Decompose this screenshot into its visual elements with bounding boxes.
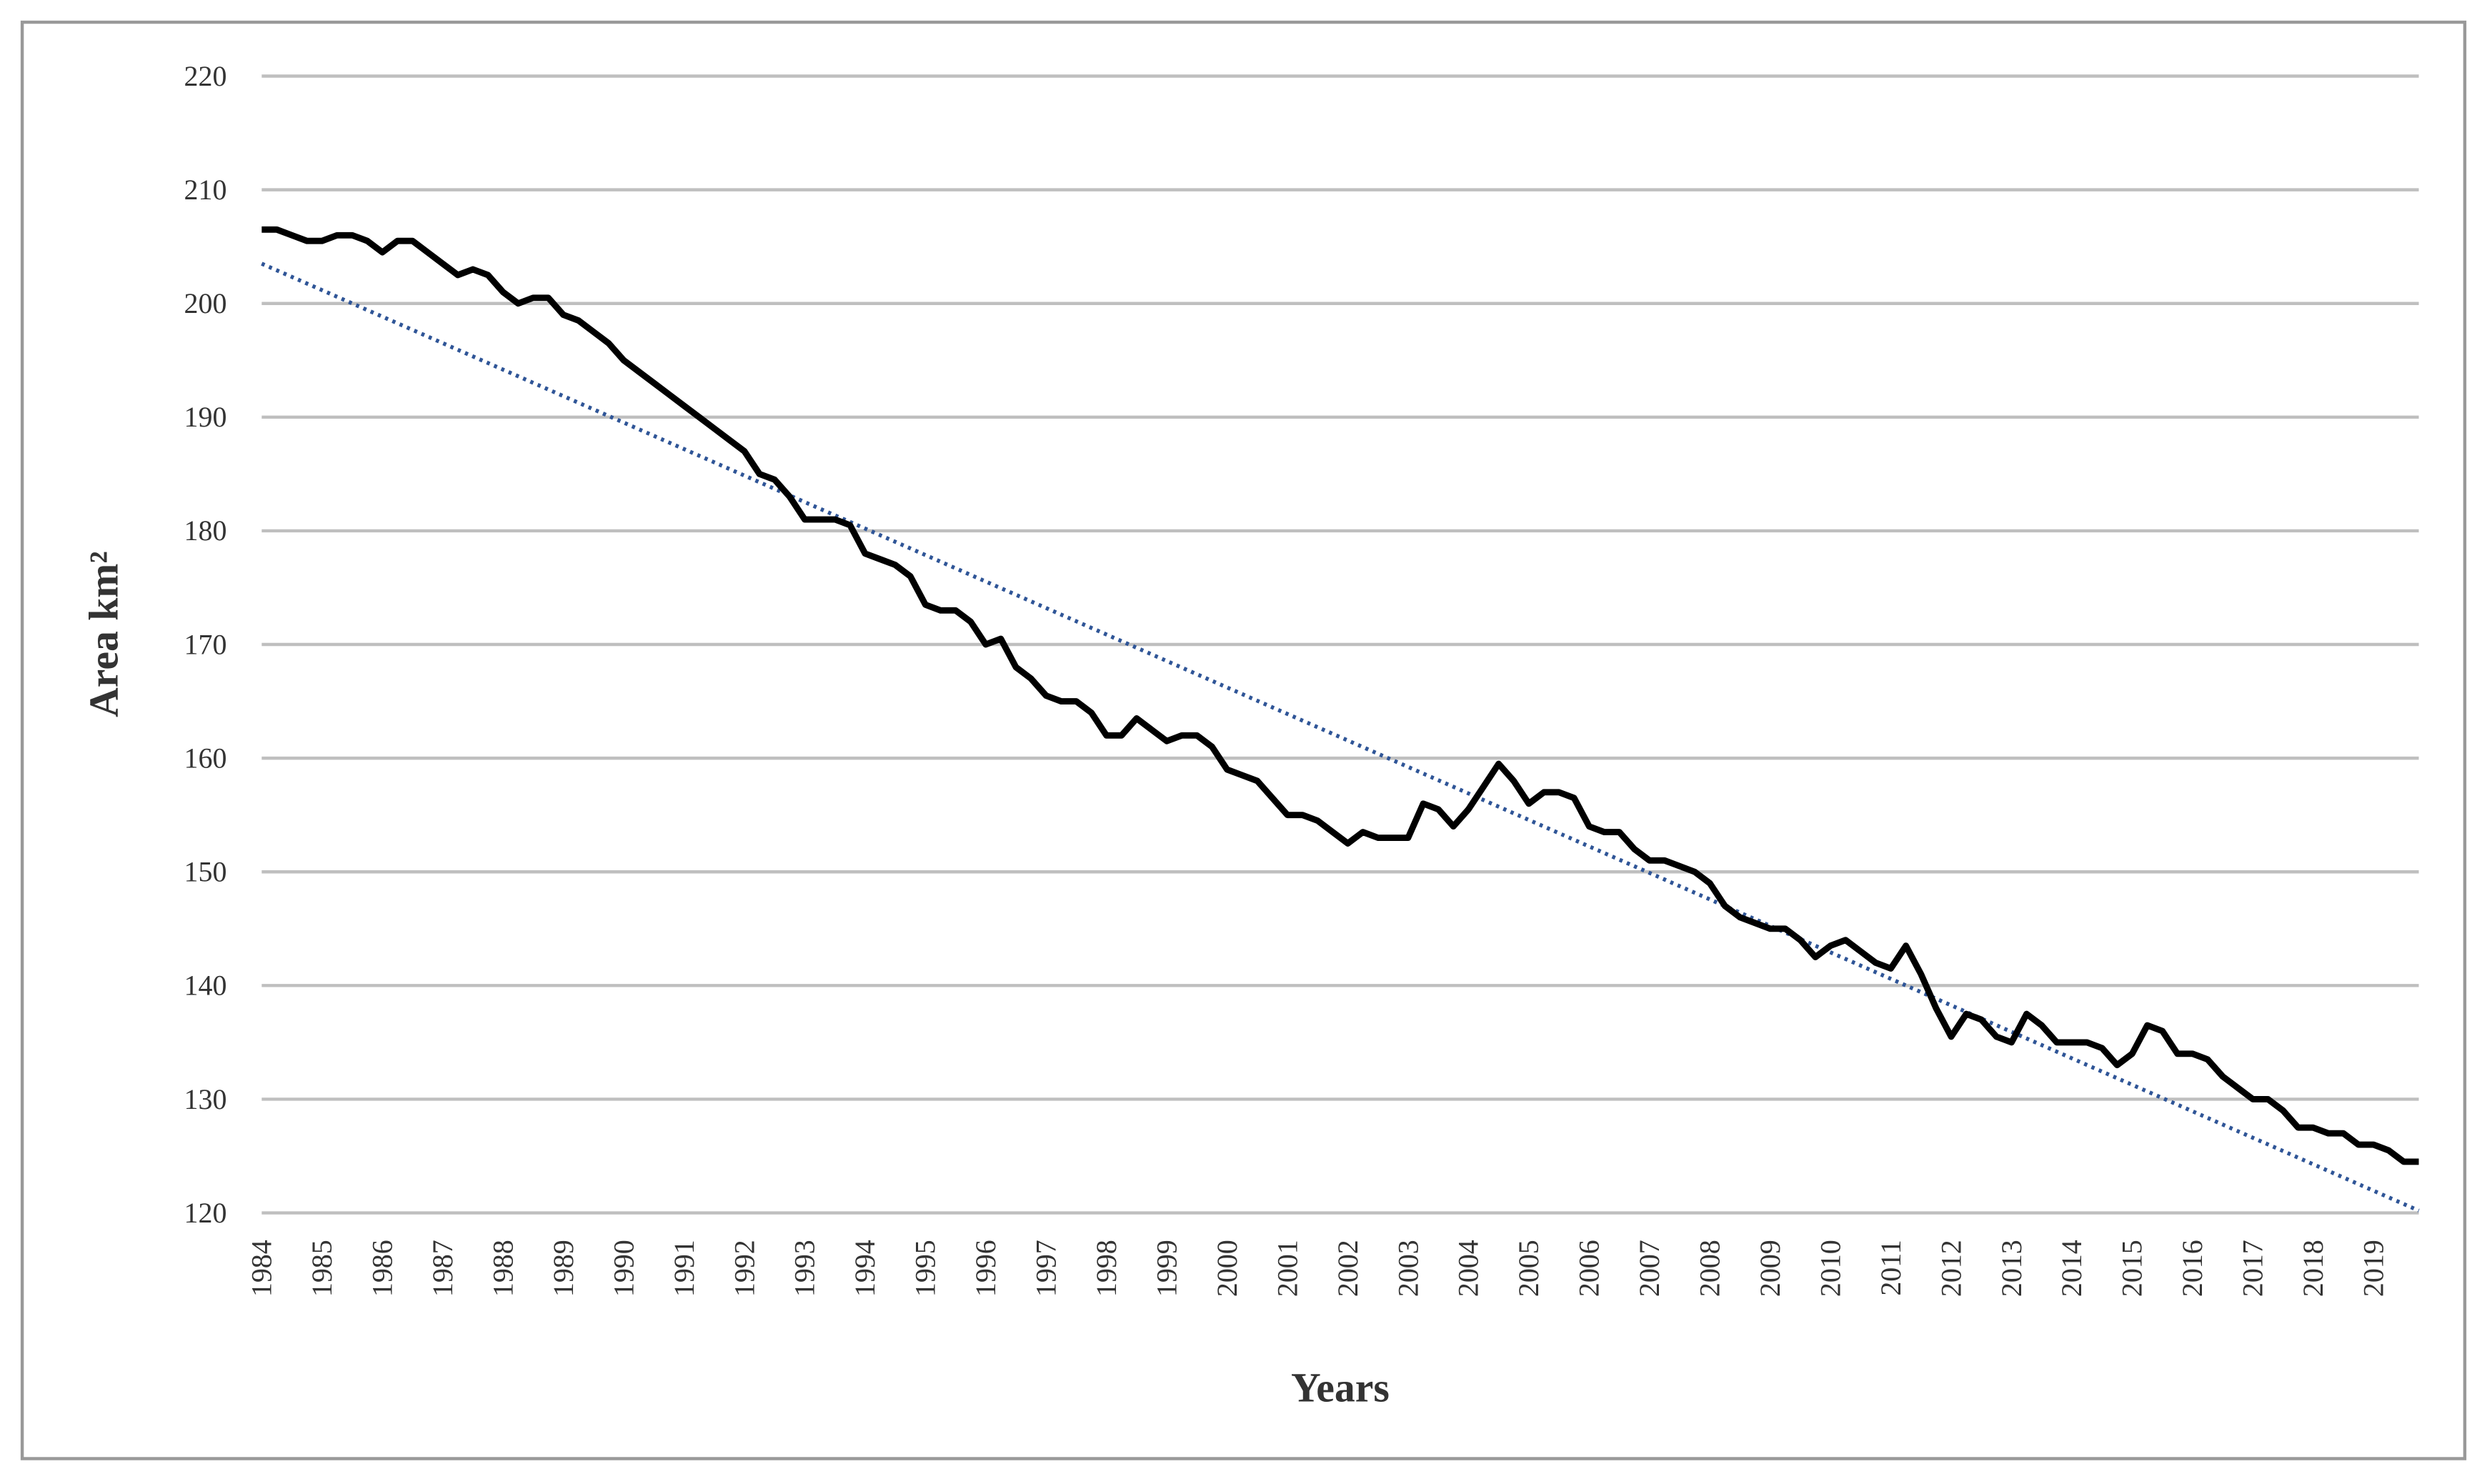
x-tick-label: 1997 [1030,1240,1062,1297]
y-tick-label: 220 [184,60,227,92]
x-tick-label: 2015 [2116,1240,2148,1297]
x-tick-label: 1999 [1150,1240,1182,1297]
y-tick-label: 170 [184,628,227,660]
x-tick-label: 2001 [1271,1240,1303,1297]
chart-frame [20,20,2467,1460]
y-tick-label: 200 [184,287,227,319]
x-tick-label: 2009 [1754,1240,1786,1297]
y-tick-label: 140 [184,970,227,1002]
x-tick-label: 2002 [1332,1240,1364,1297]
x-tick-label: 1998 [1090,1240,1122,1297]
x-tick-label: 1991 [668,1240,700,1297]
x-tick-label: 2011 [1875,1240,1907,1295]
x-tick-label: 2004 [1452,1240,1485,1297]
x-tick-label: 1990 [607,1240,639,1297]
x-tick-label: 2008 [1694,1240,1726,1297]
x-tick-label: 2014 [2055,1240,2088,1297]
y-tick-label: 120 [184,1197,227,1229]
data-line [261,226,2419,1165]
x-tick-label: 2016 [2176,1240,2208,1297]
x-tick-label: 2006 [1573,1240,1605,1297]
x-tick-label: 2012 [1935,1240,1967,1297]
x-tick-label: 2000 [1211,1240,1243,1297]
x-tick-label: 1986 [367,1240,399,1297]
x-tick-label: 1988 [487,1240,519,1297]
x-tick-label: 1995 [909,1240,942,1297]
x-tick-label: 2003 [1392,1240,1424,1297]
y-tick-label: 130 [184,1083,227,1115]
x-tick-label: 2005 [1512,1240,1545,1297]
y-tick-label: 190 [184,401,227,433]
x-tick-label: 1992 [728,1240,760,1297]
x-tick-label: 2018 [2297,1240,2329,1297]
x-tick-label: 1989 [547,1240,579,1297]
x-tick-label: 2010 [1814,1240,1846,1297]
y-tick-label: 180 [184,514,227,547]
x-tick-label: 2017 [2237,1240,2269,1297]
x-tick-label: 1984 [246,1240,278,1297]
y-axis-title: Area km² [81,551,126,717]
x-tick-label: 2007 [1633,1240,1665,1297]
x-tick-label: 1993 [789,1240,821,1297]
x-tick-label: 1994 [849,1240,881,1297]
y-tick-label: 150 [184,856,227,888]
x-tick-label: 1996 [970,1240,1002,1297]
x-axis-title: Years [1291,1366,1390,1411]
x-tick-label: 2013 [1995,1240,2028,1297]
x-tick-label: 1985 [306,1240,338,1297]
y-tick-label: 210 [184,174,227,206]
y-tick-label: 160 [184,742,227,774]
x-tick-label: 2019 [2358,1240,2390,1297]
x-tick-label: 1987 [427,1240,459,1297]
